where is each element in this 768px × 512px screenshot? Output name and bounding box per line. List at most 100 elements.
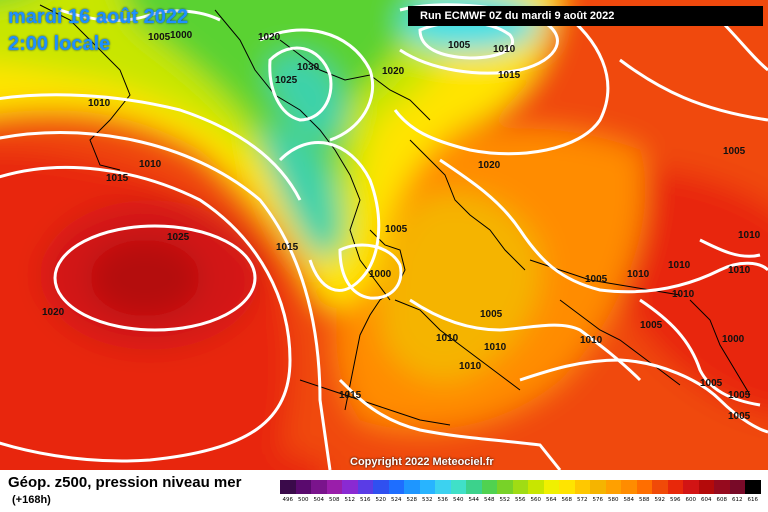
- scale-label: 516: [360, 497, 371, 503]
- isobar-label: 1000: [170, 30, 193, 41]
- scale-label: 552: [499, 497, 511, 503]
- isobar-label: 1020: [42, 307, 65, 318]
- scale-cell: [698, 480, 714, 494]
- scale-label: 548: [484, 497, 495, 503]
- scale-cell: [357, 480, 373, 494]
- scale-label: 608: [716, 497, 728, 503]
- isobar-label: 1010: [436, 333, 459, 344]
- isobar-label: 1010: [738, 230, 761, 241]
- scale-cell: [683, 480, 699, 494]
- isobar-label: 1000: [722, 334, 745, 345]
- scale-label: 496: [282, 497, 294, 503]
- scale-label: 592: [654, 497, 666, 503]
- scale-label: 572: [577, 497, 588, 503]
- scale-cell: [528, 480, 544, 494]
- scale-label: 500: [298, 497, 309, 503]
- isobar-label: 1010: [580, 335, 603, 346]
- scale-cell: [574, 480, 590, 494]
- scale-cell: [652, 480, 668, 494]
- scale-label: 564: [546, 497, 557, 503]
- isobar-lines: [0, 3, 768, 470]
- scale-cell: [559, 480, 575, 494]
- scale-label: 540: [453, 497, 464, 503]
- scale-cell: [481, 480, 497, 494]
- isobar-label: 1010: [459, 361, 482, 372]
- isobar-label: 1015: [106, 173, 129, 184]
- scale-label: 600: [685, 497, 697, 503]
- scale-label: 520: [375, 497, 387, 503]
- isobar-label: 1010: [672, 289, 695, 300]
- scale-cell: [342, 480, 358, 494]
- scale-label: 512: [344, 497, 356, 503]
- copyright: Copyright 2022 Meteociel.fr: [350, 456, 494, 468]
- scale-cell: [512, 480, 528, 494]
- map-title: Géop. z500, pression niveau mer: [8, 474, 242, 491]
- coastlines: [39, 4, 751, 426]
- scale-cell: [326, 480, 342, 494]
- isobar-label: 1015: [276, 242, 299, 253]
- scale-label: 524: [391, 497, 402, 503]
- color-scale: [280, 480, 761, 494]
- scale-cell: [667, 480, 683, 494]
- isobar-label: 1005: [728, 411, 751, 422]
- isobar-label: 1010: [627, 269, 650, 280]
- scale-label: 544: [468, 497, 480, 503]
- isobar-label: 1010: [139, 159, 162, 170]
- scale-cell: [295, 480, 311, 494]
- scale-cell: [543, 480, 559, 494]
- scale-cell: [605, 480, 621, 494]
- scale-cell: [450, 480, 466, 494]
- scale-cell: [388, 480, 404, 494]
- scale-label: 536: [437, 497, 449, 503]
- isobar-label: 1015: [498, 70, 521, 81]
- weather-map: 1005 1000 1020 1025 1030 1020 1005 1010 …: [0, 0, 768, 470]
- isobar-label: 1005: [385, 224, 408, 235]
- scale-cell: [636, 480, 652, 494]
- isobar-label: 1030: [297, 62, 320, 73]
- isobar-label: 1010: [668, 260, 691, 271]
- isobar-label: 1010: [88, 98, 111, 109]
- run-info: Run ECMWF 0Z du mardi 9 août 2022: [408, 6, 763, 26]
- isobar-label: 1025: [275, 75, 298, 86]
- scale-label: 508: [329, 497, 340, 503]
- scale-label: 580: [608, 497, 619, 503]
- forecast-range: (+168h): [12, 494, 51, 506]
- scale-label: 596: [670, 497, 681, 503]
- scale-cell: [373, 480, 389, 494]
- forecast-time: 2:00 locale: [8, 33, 111, 55]
- isobar-label: 1000: [369, 269, 392, 280]
- isobar-label: 1005: [728, 390, 751, 401]
- isobar-label: 1005: [585, 274, 608, 285]
- isobar-label: 1025: [167, 232, 190, 243]
- isobar-label: 1005: [723, 146, 746, 157]
- scale-cell: [745, 480, 761, 494]
- isobar-label: 1005: [448, 40, 471, 51]
- scale-label: 584: [623, 497, 635, 503]
- scale-label: 616: [747, 497, 759, 503]
- isobar-label: 1010: [493, 44, 516, 55]
- scale-label: 576: [592, 497, 604, 503]
- scale-cell: [311, 480, 327, 494]
- isobar-label: 1010: [728, 265, 751, 276]
- scale-label: 612: [732, 497, 743, 503]
- isobar-label: 1005: [700, 378, 723, 389]
- isobar-label: 1005: [148, 32, 171, 43]
- scale-label: 532: [422, 497, 433, 503]
- scale-cell: [729, 480, 745, 494]
- map-svg: 1005 1000 1020 1025 1030 1020 1005 1010 …: [0, 0, 768, 470]
- scale-cell: [497, 480, 513, 494]
- isobar-label: 1015: [339, 390, 362, 401]
- isobar-label: 1005: [640, 320, 663, 331]
- isobar-label: 1020: [258, 32, 281, 43]
- scale-label: 604: [701, 497, 712, 503]
- isobar-label: 1020: [478, 160, 501, 171]
- scale-cell: [435, 480, 451, 494]
- forecast-date: mardi 16 août 2022: [8, 6, 189, 28]
- scale-label: 528: [406, 497, 418, 503]
- scale-cell: [621, 480, 637, 494]
- scale-cell: [404, 480, 420, 494]
- isobar-labels: 1005 1000 1020 1025 1030 1020 1005 1010 …: [42, 30, 761, 422]
- scale-label: 556: [515, 497, 526, 503]
- scale-label: 504: [313, 497, 325, 503]
- scale-cell: [590, 480, 606, 494]
